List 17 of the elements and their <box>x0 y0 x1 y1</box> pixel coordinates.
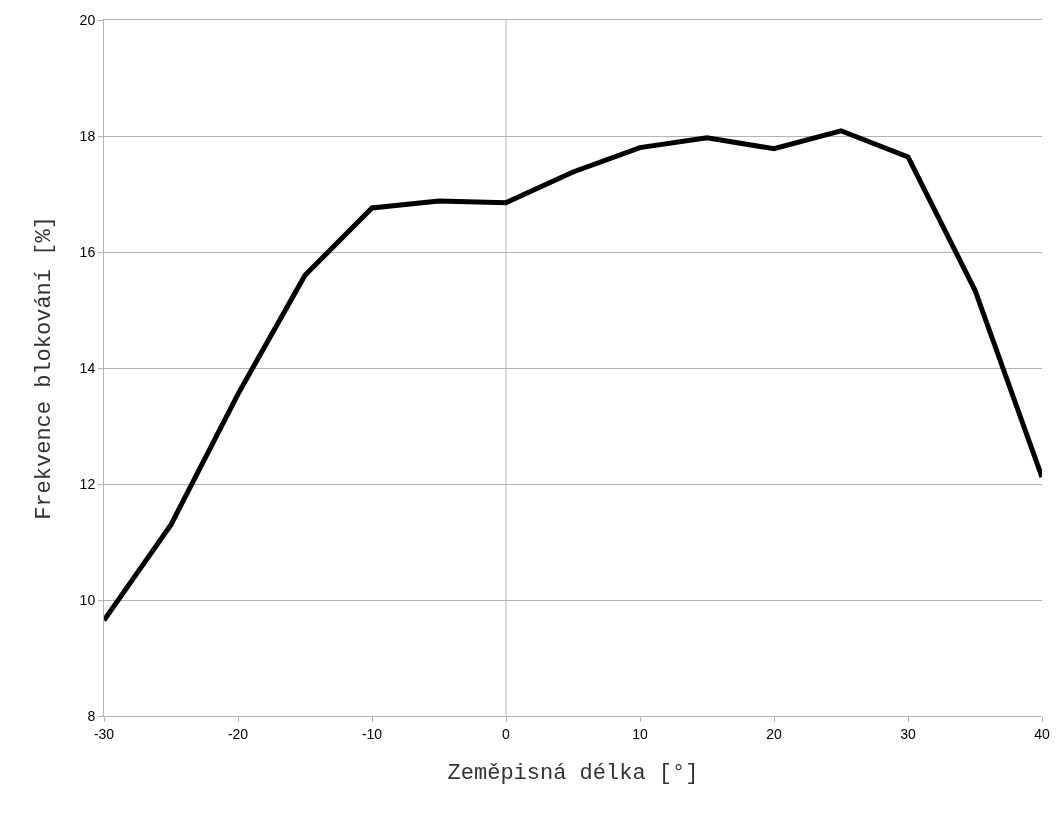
y-tick-label: 12 <box>79 475 96 492</box>
y-tick-label: 14 <box>79 359 96 376</box>
y-tick-label: 10 <box>79 591 96 608</box>
y-tick-label: 18 <box>79 127 96 144</box>
y-tick-label: 16 <box>79 243 96 260</box>
y-tick-label: 20 <box>79 11 96 28</box>
x-tick-label: 0 <box>502 725 511 742</box>
y-tick-label: 8 <box>87 707 96 724</box>
x-tick-label: -10 <box>361 725 383 742</box>
x-axis-title: Zeměpisná délka [°] <box>447 760 699 786</box>
y-axis-title: Frekvence blokování [%] <box>32 216 58 520</box>
x-tick-label: 30 <box>900 725 916 742</box>
x-tick-label: -20 <box>227 725 249 742</box>
x-tick-label: -30 <box>93 725 115 742</box>
x-tick-label: 10 <box>632 725 648 742</box>
x-tick-label: 20 <box>766 725 782 742</box>
x-tick-label: 40 <box>1034 725 1050 742</box>
